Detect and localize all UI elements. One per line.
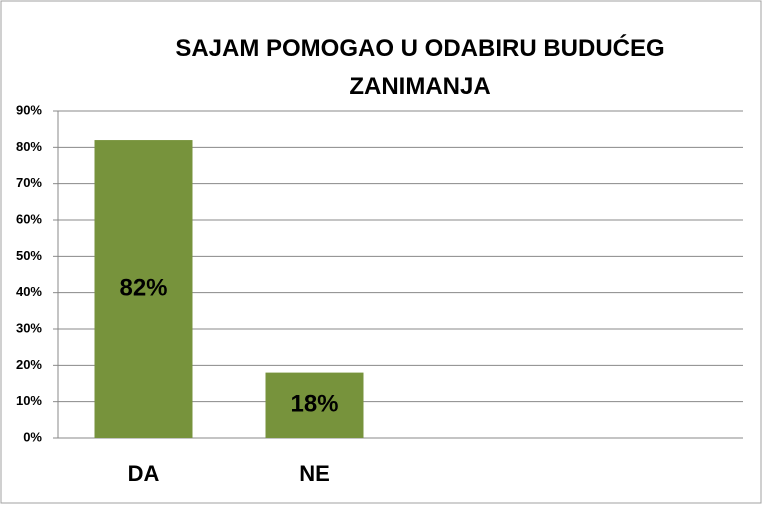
value-label: 18% [290, 391, 338, 418]
chart-title: SAJAM POMOGAO U ODABIRU BUDUĆEG ZANIMANJ… [175, 35, 665, 100]
bar [265, 372, 364, 438]
y-tick-label: 90% [16, 102, 42, 117]
y-tick-label: 50% [16, 248, 42, 263]
y-tick-label: 30% [16, 320, 42, 335]
x-tick-label: NE [299, 461, 330, 486]
y-tick-label: 10% [16, 393, 42, 408]
x-tick-label: DA [128, 461, 160, 486]
y-tick-label: 20% [16, 357, 42, 372]
y-tick-label: 40% [16, 284, 42, 299]
y-tick-label: 0% [23, 429, 42, 444]
bar [94, 140, 193, 439]
y-tick-label: 70% [16, 175, 42, 190]
y-tick-label: 60% [16, 211, 42, 226]
y-tick-label: 80% [16, 139, 42, 154]
value-label: 82% [119, 274, 167, 301]
